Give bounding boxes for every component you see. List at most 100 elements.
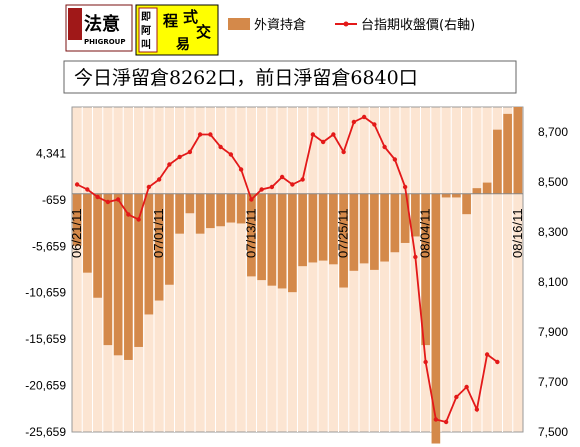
phigroup-logo: 法意 PHIGROUP — [65, 4, 133, 52]
right-tick-label: 8,500 — [538, 175, 568, 189]
price-point — [372, 122, 377, 127]
position-bar — [185, 193, 195, 214]
position-bar — [206, 193, 215, 229]
price-point — [208, 132, 213, 137]
position-bar — [113, 193, 123, 356]
position-bar — [411, 193, 420, 237]
price-point — [413, 254, 418, 260]
left-tick-label: -20,659 — [25, 379, 66, 393]
price-point — [197, 132, 203, 137]
left-tick-label: -15,659 — [25, 332, 66, 346]
date-label: 07/25/11 — [336, 208, 351, 258]
price-point — [433, 417, 439, 422]
price-point — [136, 217, 141, 222]
price-line — [74, 114, 500, 425]
position-bar — [441, 193, 451, 198]
left-tick-label: 4,341 — [36, 146, 66, 160]
grid — [81, 107, 514, 432]
price-point — [146, 184, 152, 190]
position-bar — [124, 193, 133, 360]
stamp-side-3: 叫 — [141, 38, 151, 51]
price-point — [392, 157, 398, 162]
position-bar — [329, 193, 338, 265]
right-tick-label: 8,100 — [538, 275, 568, 289]
price-line-path — [76, 115, 498, 424]
position-bar — [267, 193, 277, 286]
price-point — [85, 187, 90, 192]
legend-bar-swatch — [228, 18, 250, 30]
legend: 外資持倉 台指期收盤價(右軸) — [228, 18, 475, 33]
position-bar — [154, 193, 164, 301]
legend-line-label: 台指期收盤價(右軸) — [361, 18, 475, 33]
right-tick-label: 8,300 — [538, 225, 568, 239]
position-bar — [144, 193, 154, 315]
position-bar — [390, 193, 400, 253]
price-point — [259, 187, 264, 192]
position-bar — [288, 193, 297, 293]
price-point — [310, 132, 316, 137]
left-tick-label: -25,659 — [25, 425, 66, 439]
right-tick-label: 7,500 — [538, 425, 568, 439]
position-bar — [308, 193, 318, 263]
price-point — [474, 407, 480, 412]
stamp-char-1: 程 — [163, 12, 178, 30]
price-point — [167, 162, 172, 167]
date-labels: 06/21/11 07/01/11 07/13/11 07/25/11 08/04/11… — [69, 208, 525, 258]
right-tick-label: 7,900 — [538, 325, 568, 339]
price-point — [331, 132, 336, 137]
price-point — [454, 394, 459, 400]
legend-line-marker — [343, 21, 349, 27]
position-bar — [236, 193, 246, 224]
position-bar — [103, 193, 113, 346]
stamp-side-2: 阿 — [141, 25, 151, 37]
price-point — [177, 154, 182, 160]
price-point — [484, 352, 490, 357]
position-bar — [380, 193, 389, 262]
price-point — [464, 384, 469, 390]
date-label: 07/01/11 — [151, 208, 166, 258]
left-axis: 4,341 -659 -5,659 -10,659 -15,659 -20,659 -25,… — [25, 146, 66, 439]
logo-brand-sub: PHIGROUP — [84, 38, 126, 46]
price-point — [495, 359, 500, 365]
price-point — [279, 174, 285, 180]
price-point — [290, 182, 295, 187]
date-label: 07/13/11 — [243, 208, 258, 258]
price-point — [238, 167, 244, 172]
position-bar — [452, 193, 461, 198]
stamp-char-3: 交 — [196, 23, 211, 41]
stamp-side-1: 即 — [141, 11, 151, 23]
position-bar — [431, 193, 441, 444]
position-bar — [370, 193, 379, 270]
date-label: 06/21/11 — [69, 208, 84, 258]
position-bar — [462, 193, 471, 215]
price-point — [105, 199, 111, 205]
position-bar — [482, 182, 492, 194]
position-bar — [165, 193, 174, 285]
price-point — [228, 152, 234, 157]
position-bar — [339, 193, 348, 288]
price-point — [269, 184, 275, 190]
position-bar — [421, 193, 430, 346]
position-bar — [513, 107, 523, 194]
price-point — [74, 182, 80, 187]
position-bar — [134, 193, 143, 347]
position-bar — [277, 193, 287, 289]
left-tick-label: -5,659 — [32, 239, 66, 253]
position-bar — [226, 193, 236, 223]
position-bar — [93, 193, 102, 298]
price-point — [361, 114, 367, 120]
price-point — [115, 197, 121, 202]
stamp-char-2: 式 — [183, 8, 198, 26]
price-point — [351, 119, 357, 125]
price-point — [95, 194, 100, 200]
position-banner: 今日淨留倉8262口，前日淨留倉6840口 — [63, 60, 517, 94]
price-point — [402, 184, 408, 190]
price-point — [443, 419, 449, 425]
date-label: 08/16/11 — [510, 208, 525, 258]
price-point — [218, 144, 223, 150]
position-bar — [349, 193, 359, 271]
right-axis: 8,700 8,500 8,300 8,100 7,900 7,700 7,500 — [538, 125, 568, 439]
price-point — [423, 359, 428, 365]
position-bar — [195, 193, 205, 234]
price-point — [382, 144, 387, 150]
